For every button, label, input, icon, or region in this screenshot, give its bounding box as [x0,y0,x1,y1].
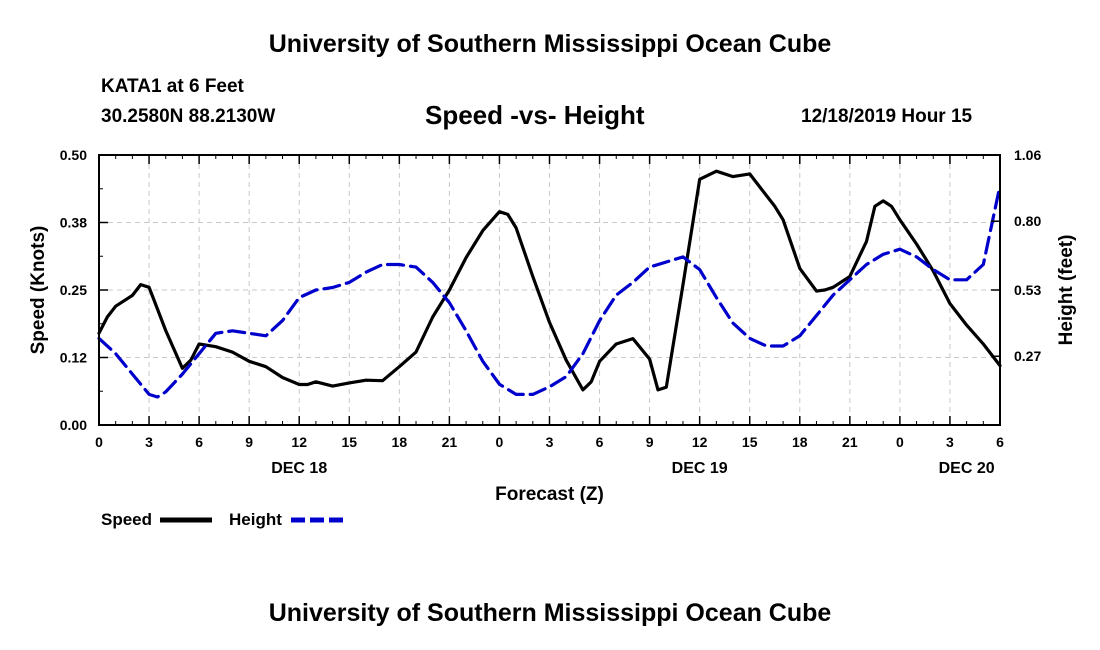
y-axis-title: Speed (Knots) [28,226,49,355]
y-tick-label: 0.50 [60,147,87,163]
y2-tick-label: 0.27 [1014,348,1041,364]
x-tick-label: 9 [646,434,654,450]
chart-title: Speed -vs- Height [425,100,645,130]
x-tick-label: 21 [842,434,858,450]
x-tick-label: 6 [596,434,604,450]
date-label: DEC 20 [939,460,995,477]
x-tick-label: 6 [195,434,203,450]
x-tick-label: 9 [245,434,253,450]
date-label: DEC 18 [271,460,327,477]
series-layer [97,169,1002,399]
series-line-height [97,184,1002,399]
station-label: KATA1 at 6 Feet [101,76,244,97]
x-tick-label: 0 [896,434,904,450]
x-tick-label: 12 [291,434,307,450]
x-tick-label: 3 [546,434,554,450]
x-tick-label: 18 [792,434,808,450]
x-tick-label: 3 [946,434,954,450]
legend: Speed Height [101,510,343,529]
y-tick-label: 0.00 [60,417,87,433]
x-tick-label: 15 [341,434,357,450]
footer-title: University of Southern Mississippi Ocean… [268,599,832,627]
axis-layer: 0 3 6 9 12 15 18 21 0 3 6 9 12 15 18 21 0 3 6 DEC 18 DEC 19 D… [60,147,1042,477]
y-tick-label: 0.12 [60,350,87,366]
grid-layer [99,155,1000,425]
x-tick-label: 3 [145,434,153,450]
series-line-speed [97,169,1002,392]
forecast-timestamp: 12/18/2019 Hour 15 [801,106,973,127]
y2-tick-label: 0.80 [1014,213,1041,229]
x-tick-label: 0 [95,434,103,450]
x-tick-label: 18 [392,434,408,450]
date-label: DEC 19 [672,460,728,477]
x-tick-label: 12 [692,434,708,450]
y-tick-label: 0.38 [60,215,87,231]
y-tick-label: 0.25 [60,282,87,298]
y2-axis-title: Height (feet) [1056,235,1077,346]
x-axis-title: Forecast (Z) [495,484,604,505]
x-tick-label: 6 [996,434,1004,450]
legend-speed-label: Speed [101,510,152,529]
x-tick-label: 21 [442,434,458,450]
header-title: University of Southern Mississippi Ocean… [268,30,832,58]
y2-tick-label: 1.06 [1014,147,1041,163]
x-tick-label: 15 [742,434,758,450]
station-coordinates: 30.2580N 88.2130W [101,106,276,127]
x-tick-label: 0 [496,434,504,450]
y2-tick-label: 0.53 [1014,282,1041,298]
legend-height-label: Height [229,510,282,529]
